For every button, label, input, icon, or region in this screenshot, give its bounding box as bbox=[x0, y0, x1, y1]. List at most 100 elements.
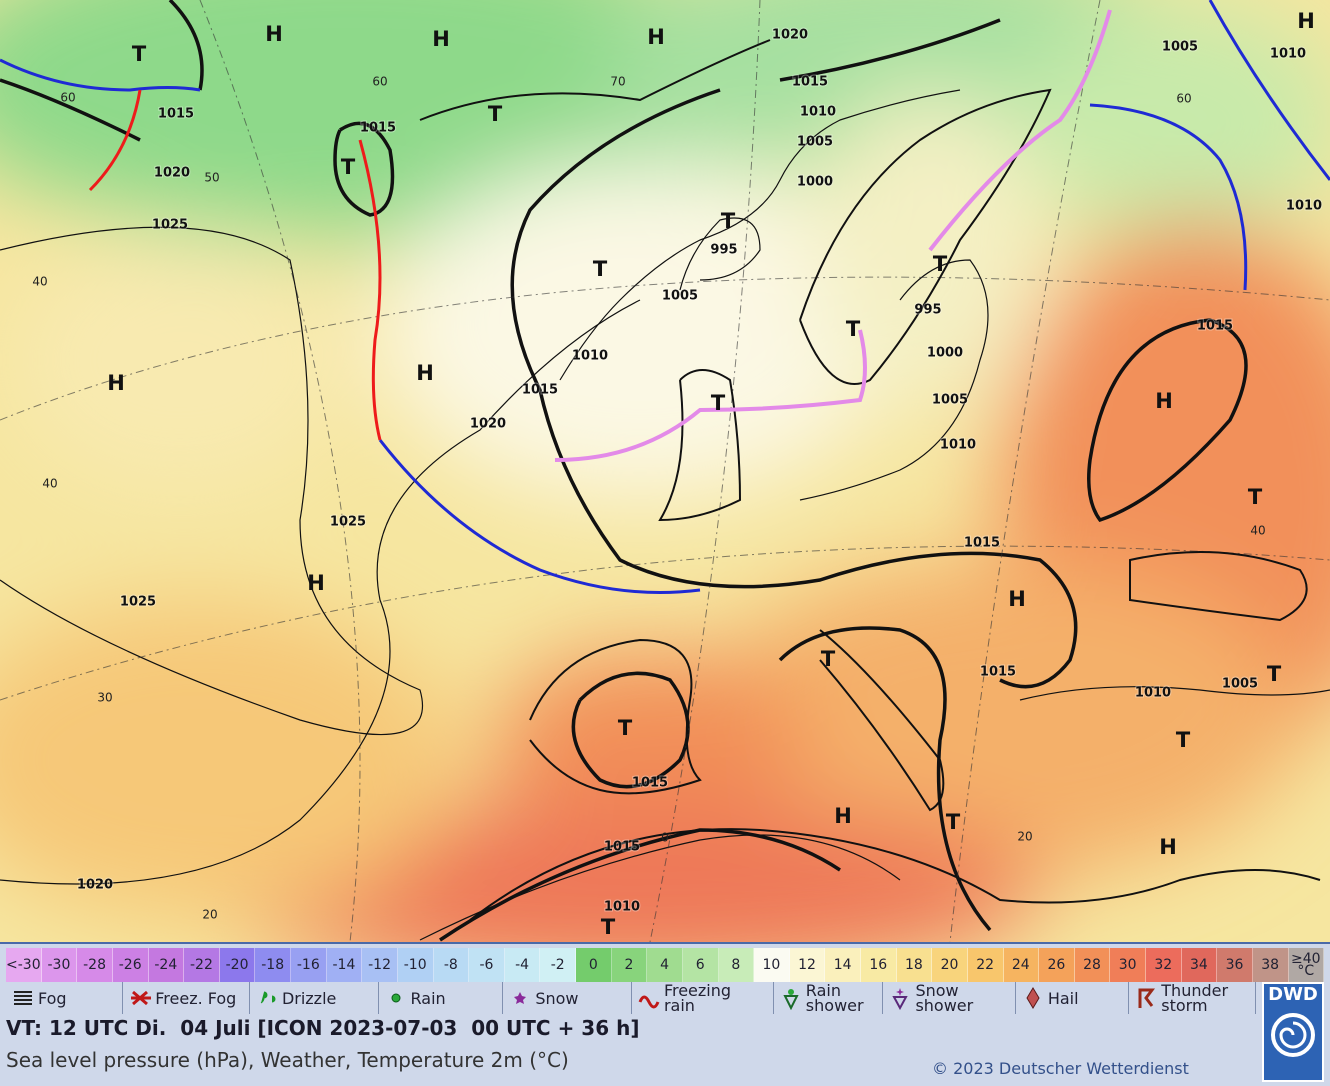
scale-cell: -28 bbox=[77, 948, 113, 982]
cold-front bbox=[0, 58, 201, 92]
isobar-label: 1015 bbox=[980, 665, 1016, 680]
scale-cell: 26 bbox=[1039, 948, 1075, 982]
isobar-label: 1015 bbox=[522, 383, 558, 398]
isobar-label: 1010 bbox=[800, 105, 836, 120]
graticule-label: 20 bbox=[1017, 830, 1032, 844]
legend-label: Snow shower bbox=[915, 981, 974, 1015]
scale-cell: 22 bbox=[967, 948, 1004, 982]
legend-label: Freez. Fog bbox=[155, 988, 237, 1008]
map-labels: 1020 1015 1010 1005 1000 995 1005 1010 1015 1020 1… bbox=[32, 9, 1323, 939]
legend-item: Snow bbox=[503, 982, 632, 1014]
legend-label: Freezing rain bbox=[663, 981, 732, 1015]
pressure-center: H bbox=[834, 804, 852, 828]
legend-icon bbox=[14, 991, 32, 1005]
dwd-logo: DWD bbox=[1262, 982, 1324, 1082]
scale-cell: 36 bbox=[1217, 948, 1253, 982]
scale-cell: 0 bbox=[576, 948, 612, 982]
pressure-center: T bbox=[593, 257, 608, 281]
description: Sea level pressure (hPa), Weather, Tempe… bbox=[6, 1048, 569, 1072]
isobar-label: 1015 bbox=[1197, 319, 1233, 334]
isobar-label: 1010 bbox=[1270, 47, 1306, 62]
graticule-label: 70 bbox=[610, 75, 625, 89]
isobar-label: 1015 bbox=[792, 75, 828, 90]
occluded-front bbox=[554, 329, 867, 462]
isobar-label: 1005 bbox=[1222, 677, 1258, 692]
pressure-center: T bbox=[132, 42, 147, 66]
legend-item: Rain bbox=[379, 982, 504, 1014]
scale-cell: 24 bbox=[1003, 948, 1040, 982]
logo-text: DWD bbox=[1268, 984, 1318, 1005]
warm-front bbox=[88, 89, 142, 192]
legend-item: Fog bbox=[6, 982, 124, 1014]
scale-cell: 10 bbox=[754, 948, 790, 982]
pressure-center: T bbox=[711, 391, 726, 415]
pressure-center: H bbox=[265, 22, 283, 46]
graticule-label: 60 bbox=[372, 75, 387, 89]
graticule bbox=[0, 0, 1330, 942]
graticule-label: 60 bbox=[1176, 92, 1191, 106]
graticule-label: 40 bbox=[1250, 524, 1265, 538]
pressure-center: T bbox=[601, 915, 616, 939]
scale-cell: 32 bbox=[1146, 948, 1182, 982]
scale-cell: -8 bbox=[433, 948, 470, 982]
cold-front bbox=[1089, 103, 1248, 291]
scale-cell: 18 bbox=[896, 948, 933, 982]
graticule-label: 60 bbox=[60, 91, 75, 105]
scale-cell: -30 bbox=[41, 948, 78, 982]
legend-item: Thunder storm bbox=[1129, 982, 1256, 1014]
pressure-center: H bbox=[1297, 9, 1315, 33]
temperature-scale: <-30 -30 -28 -26 -24 -22 -20 -18 -16 -14 -12 -10 -8-… bbox=[6, 948, 1325, 982]
scale-cell: -22 bbox=[184, 948, 220, 982]
isobar-label: 1020 bbox=[77, 878, 113, 893]
isobar-label: 1010 bbox=[572, 349, 608, 364]
legend-icon bbox=[131, 990, 152, 1006]
pressure-center: H bbox=[647, 25, 665, 49]
isobar-label: 1010 bbox=[1286, 199, 1322, 214]
scale-cell: 16 bbox=[861, 948, 897, 982]
pressure-center: H bbox=[1008, 587, 1026, 611]
scale-cell: 38 bbox=[1252, 948, 1289, 982]
pressure-center: T bbox=[341, 155, 356, 179]
legend-label: Hail bbox=[1047, 988, 1079, 1008]
pressure-center: T bbox=[846, 317, 861, 341]
pressure-center: T bbox=[1267, 662, 1282, 686]
temperature-field bbox=[0, 0, 1330, 942]
scale-cell: -6 bbox=[469, 948, 505, 982]
scale-cell: -20 bbox=[219, 948, 256, 982]
scale-cell: -24 bbox=[148, 948, 185, 982]
scale-cell: 28 bbox=[1074, 948, 1111, 982]
isobar-label: 1010 bbox=[604, 900, 640, 915]
isobar-label: 1015 bbox=[360, 121, 396, 136]
pressure-center: H bbox=[307, 571, 325, 595]
isobar-label: 1025 bbox=[152, 218, 188, 233]
isobar-label: 1015 bbox=[604, 840, 640, 855]
scale-cell: -2 bbox=[540, 948, 576, 982]
pressure-center: H bbox=[107, 371, 125, 395]
isobar-label: 1000 bbox=[927, 346, 963, 361]
legend-item: Freezing rain bbox=[632, 982, 774, 1014]
isobar-label: 995 bbox=[710, 243, 737, 258]
legend-item: Freez. Fog bbox=[123, 982, 250, 1014]
pressure-center: H bbox=[1159, 835, 1177, 859]
isobar-label: 1020 bbox=[772, 28, 808, 43]
scale-cell: -26 bbox=[112, 948, 149, 982]
legend-label: Rain shower bbox=[805, 981, 864, 1015]
legend-icon bbox=[1026, 987, 1040, 1009]
legend-icon bbox=[391, 993, 401, 1003]
major-isobars bbox=[0, 0, 1248, 942]
legend-item: Snow shower bbox=[883, 981, 1016, 1015]
isobar-label: 995 bbox=[914, 303, 941, 318]
map: 1020 1015 1010 1005 1000 995 1005 1010 1015 1020 1… bbox=[0, 0, 1330, 942]
legend-item: Hail bbox=[1016, 982, 1130, 1014]
legend-icon bbox=[783, 989, 799, 1010]
coastlines bbox=[419, 39, 1321, 921]
scale-cell: 8 bbox=[718, 948, 755, 982]
cold-front bbox=[1208, 0, 1330, 181]
isobar-label: 1005 bbox=[1162, 40, 1198, 55]
legend-icon bbox=[1138, 988, 1156, 1008]
scale-cell: 34 bbox=[1181, 948, 1218, 982]
isobar-label: 1005 bbox=[797, 135, 833, 150]
legend-icon bbox=[514, 992, 527, 1004]
scale-cell: 20 bbox=[932, 948, 968, 982]
copyright: © 2023 Deutscher Wetterdienst bbox=[932, 1059, 1189, 1078]
